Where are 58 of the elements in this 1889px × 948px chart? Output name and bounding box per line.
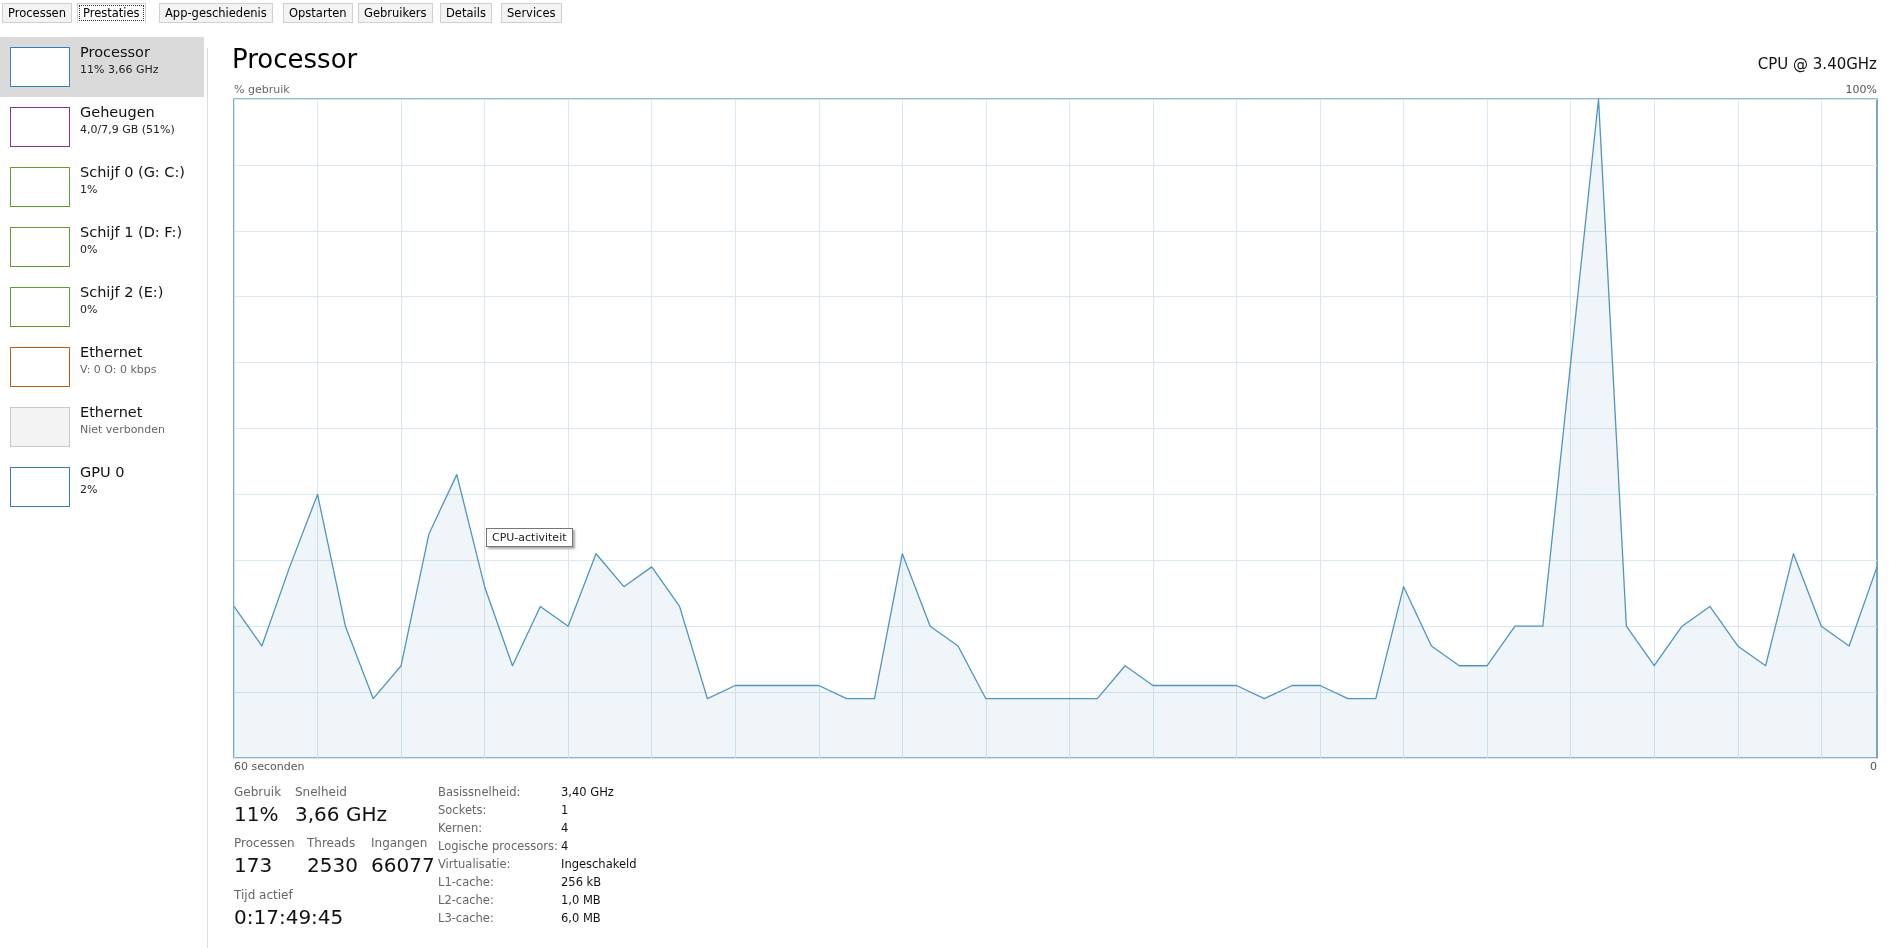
text: 66077 bbox=[371, 853, 435, 877]
text: Processen bbox=[2, 3, 72, 23]
text: Ingangen bbox=[371, 836, 428, 850]
text: Basissnelheid: bbox=[438, 785, 521, 799]
text: 0% bbox=[80, 243, 98, 256]
text: Processor bbox=[80, 44, 150, 60]
text: Prestaties bbox=[77, 3, 146, 23]
text: 1% bbox=[80, 183, 98, 196]
text: 1,0 MB bbox=[561, 893, 601, 907]
text: Geheugen bbox=[80, 104, 155, 120]
chart-subtitle: CPU @ 3.40GHz bbox=[1757, 55, 1877, 73]
text: L3-cache: bbox=[438, 911, 494, 925]
text: 2% bbox=[80, 483, 98, 496]
text: 4 bbox=[561, 821, 569, 835]
text: Schijf 2 (E:) bbox=[80, 284, 164, 300]
text: Logische processors: bbox=[438, 839, 558, 853]
text: 1 bbox=[561, 803, 569, 817]
text: L1-cache: bbox=[438, 875, 494, 889]
text: Processen bbox=[234, 836, 295, 850]
text: 256 kB bbox=[561, 875, 602, 889]
text: 0% bbox=[80, 303, 98, 316]
annotation: CPU-activiteit bbox=[486, 528, 573, 547]
text: L2-cache: bbox=[438, 893, 494, 907]
text: V: 0 O: 0 kbps bbox=[80, 363, 157, 376]
text: GPU 0 bbox=[80, 464, 125, 480]
text: Details bbox=[440, 3, 492, 23]
text: 3,40 GHz bbox=[561, 785, 614, 799]
text: 3,66 GHz bbox=[295, 802, 387, 826]
text: Virtualisatie: bbox=[438, 857, 511, 871]
text: 4,0/7,9 GB (51%) bbox=[80, 123, 175, 136]
text: Snelheid bbox=[295, 785, 347, 799]
text: Services bbox=[501, 3, 562, 23]
text: Sockets: bbox=[438, 803, 487, 817]
text: Threads bbox=[307, 836, 356, 850]
text: Niet verbonden bbox=[80, 423, 166, 436]
text: 100% bbox=[1845, 83, 1877, 96]
text: Ethernet bbox=[80, 404, 143, 420]
text: 173 bbox=[234, 853, 273, 877]
text: 60 seconden bbox=[234, 760, 305, 773]
text: Tijd actief bbox=[234, 888, 293, 902]
chart-title: Processor bbox=[232, 44, 358, 74]
text: 11% 3,66 GHz bbox=[80, 63, 159, 76]
y-axis-title: % gebruik bbox=[234, 83, 290, 96]
text: 4 bbox=[561, 839, 569, 853]
text: 6,0 MB bbox=[561, 911, 601, 925]
text: 0:17:49:45 bbox=[234, 905, 344, 929]
text: Gebruik bbox=[234, 785, 282, 799]
text: 11% bbox=[234, 802, 279, 826]
text: Gebruikers bbox=[358, 3, 433, 23]
text: Ingeschakeld bbox=[561, 857, 637, 871]
text: Opstarten bbox=[283, 3, 353, 23]
text: Kernen: bbox=[438, 821, 483, 835]
text: App-geschiedenis bbox=[159, 3, 273, 23]
text: Schijf 0 (G: C:) bbox=[80, 164, 186, 180]
text: Ethernet bbox=[80, 344, 143, 360]
text: Schijf 1 (D: F:) bbox=[80, 224, 183, 240]
text: 2530 bbox=[307, 853, 358, 877]
text: 0 bbox=[1870, 760, 1877, 773]
